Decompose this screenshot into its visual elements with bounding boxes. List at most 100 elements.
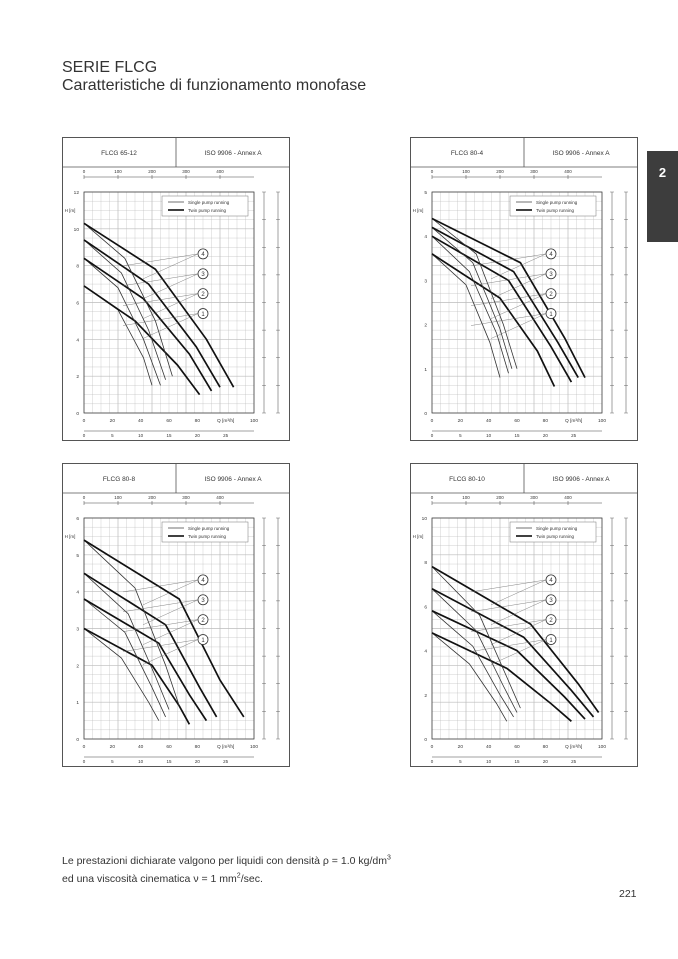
y-axis-label: H [m] [65,534,76,539]
bottom-tick-label: 15 [514,759,520,764]
bottom-tick-label: 20 [195,759,201,764]
curve-marker-1: 1 [470,634,557,665]
curve-twin-2 [83,257,213,392]
y-tick-label: 0 [76,411,79,417]
marker-leader [122,599,199,612]
x-tick-label: 0 [431,418,434,424]
legend-single-label: Single pump running [536,526,578,531]
chart-legend: Single pump running Twin pump running [161,521,249,543]
curve-marker-2: 2 [122,288,209,319]
bottom-tick-label: 25 [571,433,577,438]
x-tick-label: 0 [83,744,86,750]
chart-standard-label: ISO 9906 - Annex A [204,476,262,483]
chart-grid [431,517,603,740]
curve-marker-3: 3 [122,268,209,299]
chart-model-label: FLCG 65-12 [101,150,137,157]
top-tick-label: 300 [530,169,538,174]
y-tick-label: 12 [74,190,80,196]
marker-circle [545,308,557,319]
y-axis-label: H [m] [413,534,424,539]
x-tick-label: 80 [195,418,201,424]
x-tick-label: 60 [514,744,520,750]
marker-leader [490,619,547,645]
marker-leader [122,639,199,652]
marker-leader [122,619,199,632]
top-tick-label: 200 [496,495,504,500]
y-tick-label: 2 [424,693,427,699]
bottom-tick-label: 5 [459,433,462,438]
curve-single-4 [83,539,180,706]
marker-leader [470,579,547,593]
page-title: SERIE FLCG [62,59,158,76]
y-tick-label: 0 [424,737,427,743]
y-tick-label: 6 [424,604,427,610]
legend-box [509,195,597,217]
chart-legend: Single pump running Twin pump running [509,195,597,217]
marker-leader [122,273,199,286]
curve-single-1 [83,628,160,721]
marker-leader [490,313,547,339]
legend-twin-label: Twin pump running [536,534,575,539]
bottom-tick-label: 10 [138,759,144,764]
marker-leader [490,293,547,319]
chart-flcg-80-4: FLCG 80-4 ISO 9906 - Annex A 0 100 200 300 400… [410,137,638,441]
chart-flcg-80-10: FLCG 80-10 ISO 9906 - Annex A 0 100 200 300 40… [410,463,638,767]
legend-box [161,521,249,543]
curve-marker-1: 1 [122,308,209,339]
chart-frame [410,463,638,767]
curve-marker-1: 1 [470,308,557,339]
marker-circle [545,634,557,645]
curve-twin-2 [83,598,208,722]
marker-leader [122,293,199,306]
curve-single-3 [83,573,170,710]
chapter-tab[interactable]: 2 [647,151,678,242]
marker-leader [490,599,547,625]
curve-single-2 [431,610,514,718]
curve-twin-3 [83,239,221,388]
x-tick-label: Q [m³/h] [217,744,234,750]
marker-leader [142,313,199,339]
x-tick-label: Q [m³/h] [565,418,582,424]
marker-leader [470,313,547,326]
curve-single-3 [83,239,166,380]
y-tick-label: 10 [74,227,80,233]
x-tick-label: Q [m³/h] [565,744,582,750]
marker-leader [142,599,199,625]
y-tick-label: 6 [76,301,79,307]
x-tick-label: 40 [138,418,144,424]
curve-marker-4: 4 [122,248,209,280]
marker-label: 4 [549,578,553,584]
x-tick-label: 40 [486,418,492,424]
top-tick-label: 100 [462,495,470,500]
chart-curves [431,565,600,722]
y-tick-label: 8 [76,264,79,270]
legend-twin-label: Twin pump running [188,534,227,539]
marker-label: 4 [201,252,205,258]
top-tick-label: 100 [462,169,470,174]
legend-single-label: Single pump running [188,526,230,531]
x-tick-label: 60 [514,418,520,424]
marker-label: 3 [549,272,553,278]
y-tick-label: 4 [424,234,427,240]
x-tick-label: 100 [598,744,606,750]
marker-label: 3 [201,272,205,278]
marker-leader [122,579,199,593]
bottom-tick-label: 0 [83,433,86,438]
bottom-tick-label: 0 [431,433,434,438]
marker-label: 1 [549,312,553,318]
x-tick-label: 20 [110,744,116,750]
x-tick-label: 20 [110,418,116,424]
marker-label: 2 [549,618,553,624]
curve-twin-2 [431,610,586,720]
x-tick-label: 40 [138,744,144,750]
chart-legend: Single pump running Twin pump running [161,195,249,217]
y-tick-label: 6 [76,516,79,522]
legend-single-label: Single pump running [536,200,578,205]
chart-curves [431,217,586,387]
marker-label: 1 [549,638,553,644]
curve-marker-2: 2 [122,614,209,645]
curve-single-3 [431,227,513,369]
marker-label: 1 [201,638,205,644]
legend-box [161,195,249,217]
marker-leader [490,253,547,280]
